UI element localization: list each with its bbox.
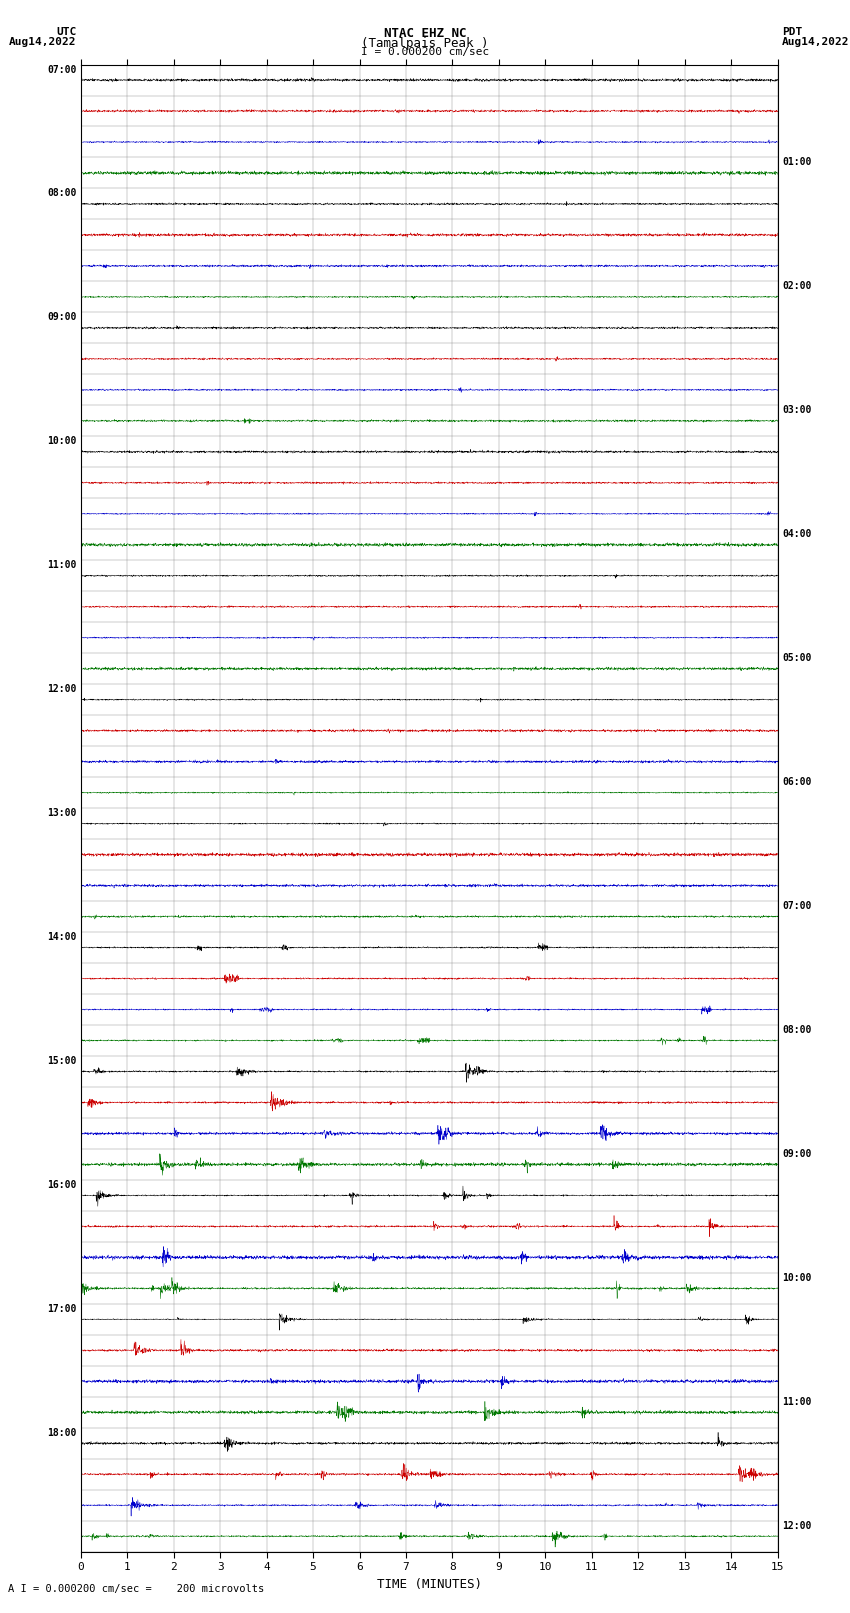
Text: 08:00: 08:00 [782, 1024, 812, 1036]
Text: 09:00: 09:00 [782, 1148, 812, 1158]
Text: 07:00: 07:00 [782, 902, 812, 911]
Text: 16:00: 16:00 [47, 1181, 76, 1190]
Text: 10:00: 10:00 [782, 1273, 812, 1282]
Text: (Tamalpais Peak ): (Tamalpais Peak ) [361, 37, 489, 50]
Text: A I = 0.000200 cm/sec =    200 microvolts: A I = 0.000200 cm/sec = 200 microvolts [8, 1584, 264, 1594]
Text: 11:00: 11:00 [47, 560, 76, 571]
Text: UTC: UTC [56, 27, 76, 37]
Text: 04:00: 04:00 [782, 529, 812, 539]
Text: 14:00: 14:00 [47, 932, 76, 942]
Text: PDT: PDT [782, 27, 802, 37]
Text: 02:00: 02:00 [782, 281, 812, 292]
Text: NTAC EHZ NC: NTAC EHZ NC [383, 27, 467, 40]
Text: 05:00: 05:00 [782, 653, 812, 663]
Text: 09:00: 09:00 [47, 313, 76, 323]
Text: 13:00: 13:00 [47, 808, 76, 818]
Text: 12:00: 12:00 [782, 1521, 812, 1531]
Text: 17:00: 17:00 [47, 1303, 76, 1315]
Text: 15:00: 15:00 [47, 1057, 76, 1066]
Text: 08:00: 08:00 [47, 189, 76, 198]
Text: Aug14,2022: Aug14,2022 [9, 37, 76, 47]
Text: 18:00: 18:00 [47, 1428, 76, 1437]
Text: I = 0.000200 cm/sec: I = 0.000200 cm/sec [361, 47, 489, 56]
Text: Aug14,2022: Aug14,2022 [782, 37, 849, 47]
Text: 06:00: 06:00 [782, 777, 812, 787]
Text: 01:00: 01:00 [782, 158, 812, 168]
Text: 10:00: 10:00 [47, 436, 76, 447]
Text: 12:00: 12:00 [47, 684, 76, 694]
X-axis label: TIME (MINUTES): TIME (MINUTES) [377, 1578, 482, 1590]
Text: 03:00: 03:00 [782, 405, 812, 415]
Text: 07:00: 07:00 [47, 65, 76, 74]
Text: 11:00: 11:00 [782, 1397, 812, 1407]
